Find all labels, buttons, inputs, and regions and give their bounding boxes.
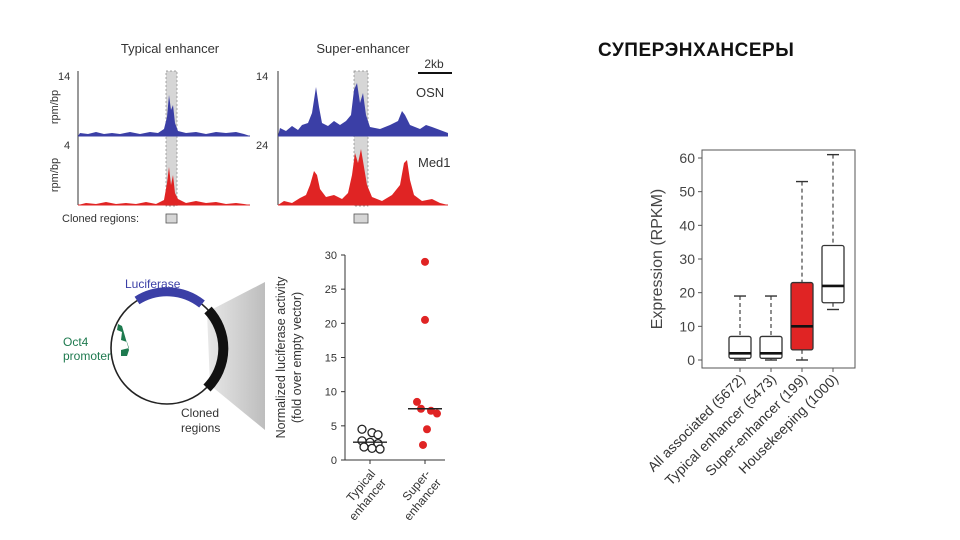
box-iqr	[759, 335, 783, 359]
scatter-point-typical	[375, 444, 385, 454]
box-iqr	[790, 281, 814, 351]
scatter-point-typical	[357, 424, 367, 434]
super-osn-track	[278, 83, 448, 136]
scatter-point-typical	[373, 430, 383, 440]
luciferase-scatter-chart: 0 5 10 15 20 25 30 Normalized luciferase activi…	[274, 250, 445, 523]
promoter-marker	[117, 324, 129, 356]
scatter-x-tick-label: Super-enhancer	[390, 467, 444, 523]
box-y-tick-label: 0	[687, 352, 695, 368]
luciferase-arc	[134, 287, 205, 308]
box-iqr	[821, 244, 845, 304]
scatter-point-super	[433, 409, 441, 418]
scatter-y-tick-label: 20	[325, 318, 337, 330]
med1-label: Med1	[418, 155, 451, 170]
scatter-x-tick-label: Typicalenhancer	[335, 467, 389, 523]
typical-enhancer-title: Typical enhancer	[121, 41, 220, 56]
cloned-label-line2: regions	[181, 421, 220, 435]
scatter-y-label-line: Normalized luciferase activity	[274, 276, 288, 439]
scatter-y-tick-label: 5	[331, 421, 337, 433]
chip-seq-tracks: Typical enhancer Super-enhancer 2kb rpm/…	[49, 41, 452, 225]
cloned-label-line1: Cloned	[181, 406, 219, 420]
ymax-typical-osn: 14	[58, 71, 70, 83]
typical-med1-track	[78, 167, 250, 205]
scatter-y-tick-label: 25	[325, 284, 337, 296]
super-cloned-box	[353, 213, 369, 224]
box-y-tick-label: 30	[679, 251, 695, 267]
scatter-y-tick-label: 30	[325, 250, 337, 262]
super-med1-track	[278, 149, 448, 205]
box-y-tick-label: 40	[679, 217, 695, 233]
scatter-point-typical	[367, 443, 377, 454]
box-y-tick-label: 50	[679, 184, 695, 200]
scatter-point-super	[421, 315, 429, 324]
scatter-y-label: Normalized luciferase activity (fold over…	[274, 276, 304, 439]
scale-bar-label: 2kb	[424, 57, 444, 71]
promoter-label-line2: promoter	[63, 349, 111, 363]
slide-title: СУПЕРЭНХАНСЕРЫ	[598, 40, 795, 61]
callout-wedge	[207, 282, 265, 430]
scatter-y-label-line: (fold over empty vector)	[290, 292, 304, 423]
scatter-point-super	[419, 440, 427, 449]
luciferase-label: Luciferase	[125, 277, 181, 291]
cloned-regions-label: Cloned regions:	[62, 213, 139, 225]
scatter-y-tick-label: 10	[325, 387, 337, 399]
scatter-point-super	[421, 257, 429, 266]
y-label-med1: rpm/bp	[49, 158, 61, 192]
box-iqr	[728, 335, 752, 359]
ymax-typical-med1: 4	[64, 140, 70, 152]
scatter-point-super	[413, 397, 421, 406]
box-y-label: Expression (RPKM)	[649, 189, 666, 329]
typical-highlight	[165, 70, 178, 207]
y-label-osn: rpm/bp	[49, 90, 61, 124]
ymax-super-osn: 14	[256, 71, 268, 83]
osn-label: OSN	[416, 85, 444, 100]
cloned-regions-arc	[203, 306, 229, 392]
promoter-label-line1: Oct4	[63, 335, 89, 349]
scatter-point-super	[423, 425, 431, 434]
box-y-tick-label: 20	[679, 285, 695, 301]
typical-osn-track	[78, 95, 250, 136]
scatter-point-typical	[359, 442, 369, 452]
box-y-tick-label: 10	[679, 318, 695, 334]
scatter-y-tick-label: 15	[325, 353, 337, 365]
scatter-y-tick-label: 0	[331, 455, 337, 467]
plasmid-diagram: Luciferase Oct4 promoter Cloned regions	[63, 277, 265, 435]
typical-cloned-box	[165, 213, 178, 224]
box-y-tick-label: 60	[679, 150, 695, 166]
super-enhancer-title: Super-enhancer	[316, 41, 410, 56]
ymax-super-med1: 24	[256, 140, 268, 152]
